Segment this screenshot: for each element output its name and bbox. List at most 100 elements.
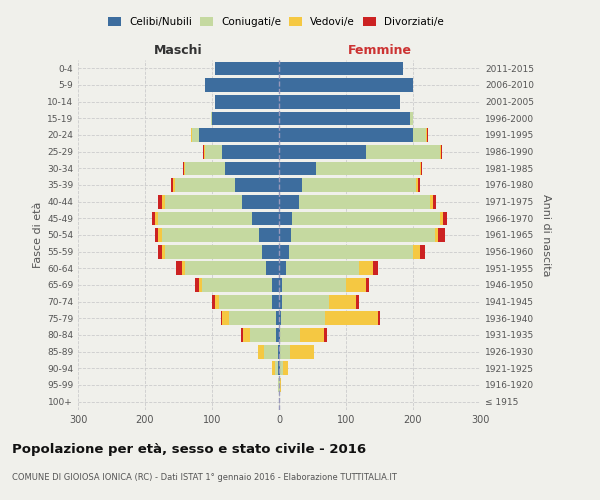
Bar [199,278,279,292]
Bar [191,128,279,142]
Text: Maschi: Maschi [154,44,203,57]
Bar [158,195,279,208]
Bar [279,345,314,358]
Bar [279,128,413,142]
Bar [155,228,279,242]
Bar [279,128,428,142]
Bar [279,295,283,308]
Text: COMUNE DI GIOIOSA IONICA (RC) - Dati ISTAT 1° gennaio 2016 - Elaborazione TUTTIT: COMUNE DI GIOIOSA IONICA (RC) - Dati IST… [12,472,397,482]
Bar [165,245,279,258]
Bar [279,78,413,92]
Bar [182,162,279,175]
Bar [279,328,327,342]
Bar [279,178,418,192]
Bar [211,112,279,125]
Bar [162,228,279,242]
Bar [279,162,316,175]
Bar [279,378,280,392]
Bar [252,212,279,225]
Bar [279,212,443,225]
Bar [279,362,280,375]
Bar [279,295,356,308]
Bar [272,362,279,375]
Bar [279,312,325,325]
Bar [211,112,279,125]
Legend: Celibi/Nubili, Coniugati/e, Vedovi/e, Divorziati/e: Celibi/Nubili, Coniugati/e, Vedovi/e, Di… [104,12,448,32]
Bar [152,212,279,225]
Bar [171,178,279,192]
Text: Femmine: Femmine [347,44,412,57]
Bar [195,278,279,292]
Bar [279,212,292,225]
Bar [279,345,280,358]
Bar [173,178,279,192]
Bar [279,262,286,275]
Bar [278,378,279,392]
Bar [202,278,279,292]
Bar [262,245,279,258]
Bar [279,245,425,258]
Bar [278,345,279,358]
Bar [279,195,299,208]
Bar [215,95,279,108]
Bar [266,262,279,275]
Bar [226,162,279,175]
Bar [279,228,435,242]
Bar [259,228,279,242]
Bar [205,145,279,158]
Bar [279,78,413,92]
Bar [278,378,279,392]
Bar [279,128,427,142]
Bar [215,62,279,75]
Bar [215,62,279,75]
Bar [185,162,279,175]
Bar [272,278,279,292]
Bar [272,362,279,375]
Bar [212,112,279,125]
Bar [279,378,281,392]
Bar [279,162,422,175]
Bar [279,312,378,325]
Bar [215,295,279,308]
Bar [279,362,283,375]
Bar [184,162,279,175]
Y-axis label: Fasce di età: Fasce di età [33,202,43,268]
Bar [165,195,279,208]
Bar [279,278,283,292]
Bar [203,145,279,158]
Bar [279,145,442,158]
Bar [279,278,346,292]
Bar [279,262,359,275]
Bar [279,262,378,275]
Bar [275,312,279,325]
Bar [215,95,279,108]
Bar [278,362,279,375]
Bar [279,228,439,242]
Bar [279,62,403,75]
Bar [243,328,279,342]
Bar [279,162,421,175]
Bar [279,295,359,308]
Bar [279,345,290,358]
Bar [279,62,403,75]
Bar [215,62,279,75]
Bar [279,362,289,375]
Bar [279,245,413,258]
Bar [279,195,436,208]
Bar [279,162,420,175]
Bar [279,362,289,375]
Bar [279,312,380,325]
Bar [257,345,279,358]
Bar [229,312,279,325]
Bar [279,78,413,92]
Bar [205,78,279,92]
Bar [211,112,279,125]
Bar [279,62,403,75]
Bar [158,228,279,242]
Bar [279,228,445,242]
Bar [215,95,279,108]
Bar [279,262,373,275]
Bar [279,245,420,258]
Bar [279,295,329,308]
Bar [205,78,279,92]
